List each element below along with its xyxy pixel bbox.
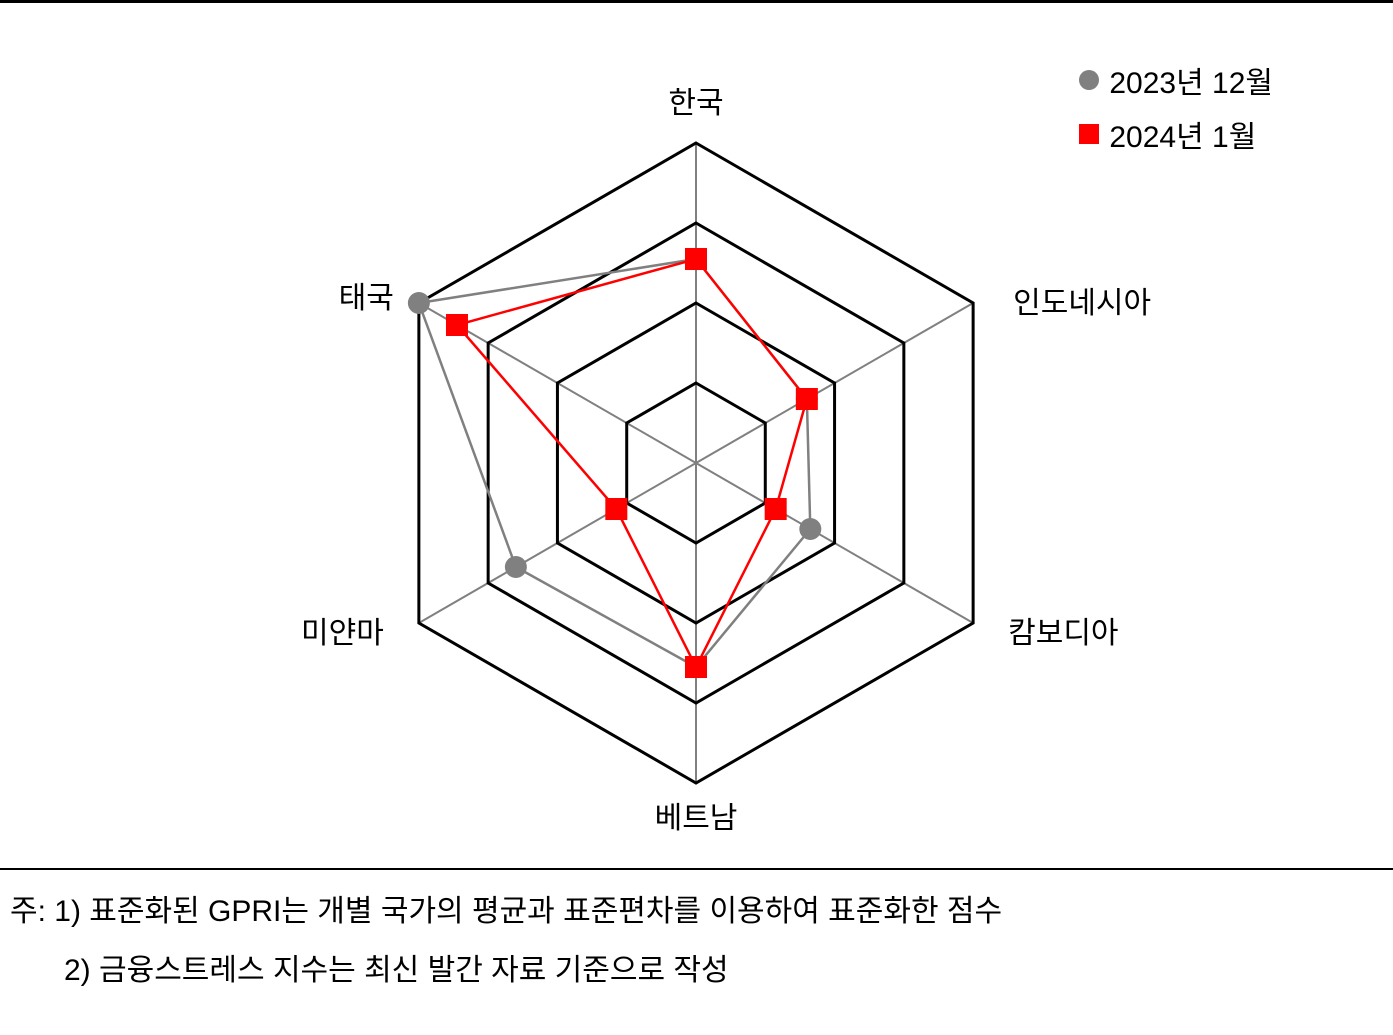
legend-item-1: 2024년 1월 (1079, 112, 1273, 156)
chart-notes: 주: 1) 표준화된 GPRI는 개별 국가의 평균과 표준편차를 이용하여 표… (0, 870, 1393, 998)
legend-label-0: 2023년 12월 (1109, 58, 1273, 102)
radar-marker-square (765, 498, 787, 520)
legend-marker-circle-icon (1079, 70, 1099, 90)
chart-container: 2023년 12월 2024년 1월 한국인도네시아캄보디아베트남 미얀마 태국 주… (0, 0, 1393, 1035)
radar-marker-circle (408, 292, 430, 314)
legend-marker-square-icon (1079, 124, 1099, 144)
radar-marker-circle (799, 518, 821, 540)
radar-axis-label: 캄보디아 (1008, 617, 1118, 650)
radar-marker-square (796, 388, 818, 410)
legend-label-1: 2024년 1월 (1109, 112, 1256, 156)
radar-chart-area: 2023년 12월 2024년 1월 한국인도네시아캄보디아베트남 미얀마 태국 (0, 0, 1393, 870)
radar-marker-square (685, 656, 707, 678)
radar-marker-circle (505, 556, 527, 578)
note-text-2: 2) 금융스트레스 지수는 최신 발간 자료 기준으로 작성 (64, 954, 729, 987)
note-text-1: 1) 표준화된 GPRI는 개별 국가의 평균과 표준편차를 이용하여 표준화한… (54, 895, 1002, 928)
radar-axis-label: 한국 (668, 87, 723, 120)
radar-axis-label: 미얀마 (301, 617, 384, 650)
radar-axis-label: 태국 (339, 282, 394, 315)
legend-item-0: 2023년 12월 (1079, 58, 1273, 102)
radar-marker-square (605, 498, 627, 520)
radar-series-line (457, 259, 807, 667)
radar-axis-label: 인도네시아 (1013, 287, 1151, 320)
radar-marker-square (446, 314, 468, 336)
note-line-1: 주: 1) 표준화된 GPRI는 개별 국가의 평균과 표준편차를 이용하여 표… (10, 885, 1383, 939)
chart-legend: 2023년 12월 2024년 1월 (1079, 58, 1273, 156)
note-prefix: 주: (10, 895, 46, 928)
radar-chart-svg: 한국인도네시아캄보디아베트남 미얀마 태국 (0, 33, 1393, 853)
radar-marker-square (685, 248, 707, 270)
radar-axis-label: 베트남 (655, 802, 738, 835)
note-line-2: 2) 금융스트레스 지수는 최신 발간 자료 기준으로 작성 (10, 944, 1383, 998)
